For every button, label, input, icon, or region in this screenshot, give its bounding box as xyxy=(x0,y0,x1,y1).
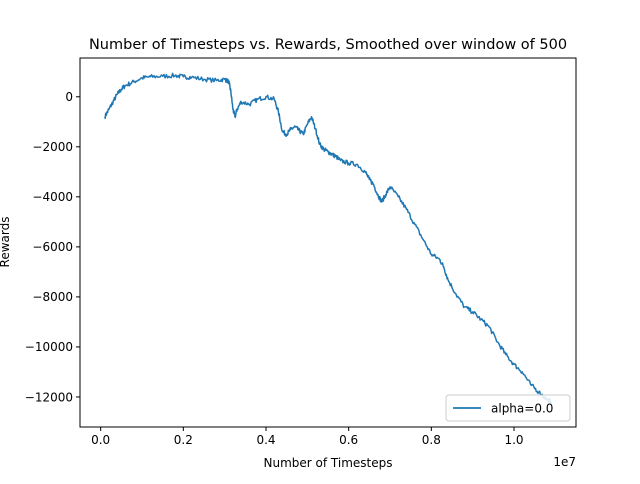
y-tick-label: −6000 xyxy=(32,240,73,254)
y-tick-label: −2000 xyxy=(32,140,73,154)
y-tick-label: −12000 xyxy=(25,390,73,404)
y-axis-label: Rewards xyxy=(0,217,12,268)
legend: alpha=0.0 xyxy=(445,394,571,422)
x-axis: 0.0 0.2 0.4 0.6 0.8 1.0 xyxy=(91,427,524,447)
y-tick-label: −10000 xyxy=(25,340,73,354)
legend-box xyxy=(445,394,571,422)
x-tick-label: 0.0 xyxy=(91,433,110,447)
y-tick-label: −4000 xyxy=(32,190,73,204)
x-tick-label: 0.6 xyxy=(339,433,358,447)
chart-title: Number of Timesteps vs. Rewards, Smoothe… xyxy=(89,37,567,53)
series-line-0 xyxy=(104,72,552,405)
y-tick-label: −8000 xyxy=(32,290,73,304)
x-axis-label: Number of Timesteps xyxy=(264,456,393,470)
x-tick-label: 0.8 xyxy=(422,433,441,447)
y-axis: 0 −2000 −4000 −6000 −8000 −10000 −12000 xyxy=(25,90,80,404)
plot-frame xyxy=(79,57,577,428)
x-tick-label: 0.2 xyxy=(174,433,193,447)
x-tick-label: 0.4 xyxy=(256,433,275,447)
plot-content xyxy=(104,72,552,405)
y-tick-label: 0 xyxy=(65,90,73,104)
x-tick-label: 1.0 xyxy=(504,433,523,447)
x-axis-offset-label: 1e7 xyxy=(553,455,576,469)
legend-label-alpha: alpha=0.0 xyxy=(491,402,553,416)
